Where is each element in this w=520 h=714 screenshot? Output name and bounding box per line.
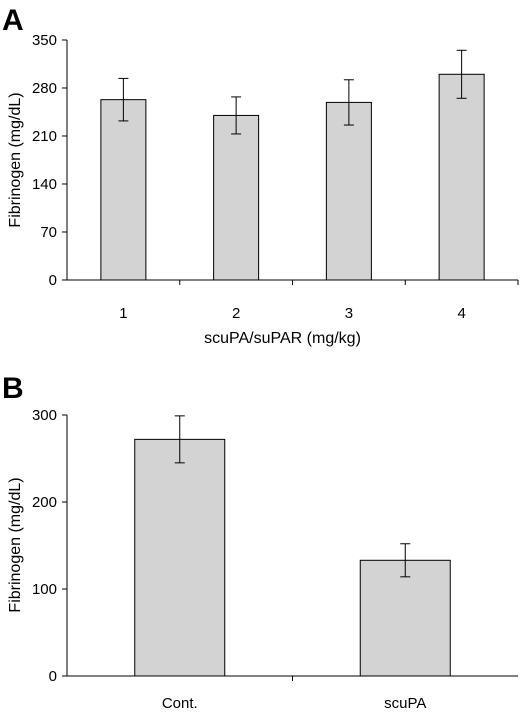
panel-a-x-axis-title: scuPA/suPAR (mg/kg) xyxy=(204,330,361,347)
panel-a-y-tick-label: 70 xyxy=(40,224,57,241)
panel-b-bar xyxy=(359,559,451,677)
panel-a-chart: A 0 70 140 210 280 350 1 2 3 4 scuPA/suPAR (mg/kg… xyxy=(2,4,519,347)
panel-b-x-tick-label: scuPA xyxy=(384,695,426,712)
panel-a-y-tick-label: 350 xyxy=(32,32,57,49)
panel-a-marks: 0 70 140 210 280 350 1 2 3 4 xyxy=(32,32,519,322)
panel-a-bar xyxy=(325,101,372,281)
panel-b-y-tick-label: 200 xyxy=(32,494,57,511)
panel-b-bar xyxy=(134,438,226,677)
panel-b-label: B xyxy=(2,372,24,405)
panel-a-bar xyxy=(438,73,485,281)
panel-a-x-tick-label: 4 xyxy=(457,305,465,322)
panel-a-y-tick-label: 210 xyxy=(32,128,57,145)
panel-b-marks: 0 100 200 300 Cont. scuPA xyxy=(32,407,518,712)
panel-a-label: A xyxy=(2,4,24,37)
panel-a-y-tick-label: 0 xyxy=(49,272,57,289)
panel-b-x-tick-label: Cont. xyxy=(162,695,198,712)
panel-b-chart: B 0 100 200 300 Cont. scuPA Fibrinogen (mg/dL… xyxy=(2,372,518,712)
panel-a-x-tick-label: 2 xyxy=(232,305,240,322)
panel-a-bar xyxy=(100,99,147,281)
panel-a-x-tick-label: 1 xyxy=(119,305,127,322)
panel-b-y-tick-label: 300 xyxy=(32,407,57,424)
panel-a-x-tick-label: 3 xyxy=(345,305,353,322)
panel-b-y-tick-label: 0 xyxy=(49,668,57,685)
panel-b-y-tick-label: 100 xyxy=(32,581,57,598)
panel-a-bar xyxy=(213,114,260,281)
panel-a-y-tick-label: 140 xyxy=(32,176,57,193)
panel-b-y-axis-title: Fibrinogen (mg/dL) xyxy=(7,477,24,612)
panel-a-y-tick-label: 280 xyxy=(32,80,57,97)
panel-a-y-axis-title: Fibrinogen (mg/dL) xyxy=(7,92,24,227)
